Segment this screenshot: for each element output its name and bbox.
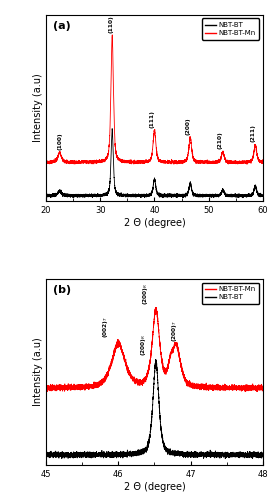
Text: (002)$_T$: (002)$_T$ [101, 315, 110, 338]
Y-axis label: Intensity (a.u): Intensity (a.u) [33, 338, 43, 406]
Text: (a): (a) [53, 20, 70, 30]
Text: (210): (210) [218, 132, 222, 149]
Text: (200)$_T$: (200)$_T$ [170, 319, 179, 342]
Legend: NBT-BT-Mn, NBT-BT: NBT-BT-Mn, NBT-BT [202, 282, 259, 304]
Text: (b): (b) [53, 284, 71, 294]
Text: (200): (200) [185, 118, 190, 135]
Text: (111): (111) [149, 110, 154, 128]
X-axis label: 2 Θ (degree): 2 Θ (degree) [124, 482, 185, 492]
X-axis label: 2 Θ (degree): 2 Θ (degree) [124, 218, 185, 228]
Text: (200)$_R$: (200)$_R$ [139, 334, 148, 356]
Text: (100): (100) [57, 132, 62, 150]
Y-axis label: Intensity (a.u): Intensity (a.u) [33, 74, 43, 142]
Legend: NBT-BT, NBT-BT-Mn: NBT-BT, NBT-BT-Mn [202, 18, 259, 40]
Text: (110): (110) [109, 16, 114, 34]
Text: (200)$_R$: (200)$_R$ [141, 283, 150, 306]
Text: (211): (211) [250, 124, 255, 142]
